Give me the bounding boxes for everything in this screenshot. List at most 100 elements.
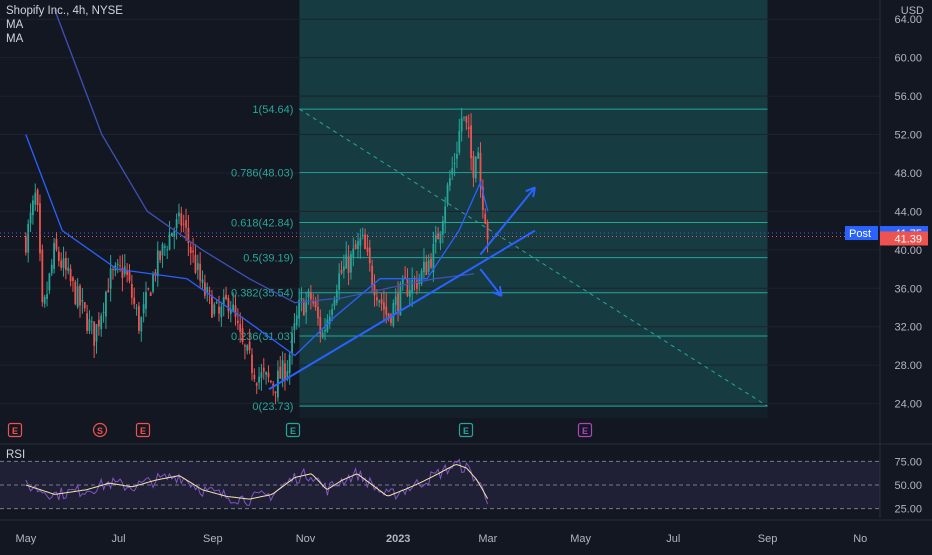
event-marker[interactable]: E (577, 422, 593, 438)
event-marker[interactable]: E (135, 422, 151, 438)
candle-body (161, 244, 164, 256)
event-marker[interactable]: E (458, 422, 474, 438)
symbol-title[interactable]: Shopify Inc., 4h, NYSE (6, 5, 123, 17)
candle-body (32, 200, 34, 216)
candle-body (232, 304, 235, 312)
candle-body (130, 283, 133, 298)
candle-body (34, 192, 37, 205)
event-marker-frame (7, 422, 23, 438)
last-price-value: 41.39 (894, 233, 922, 245)
candle-body (430, 258, 432, 268)
arrow-down-head (491, 291, 502, 297)
event-marker-letter: E (463, 426, 469, 436)
candle-body (415, 280, 418, 289)
rsi-line[interactable] (25, 458, 489, 506)
candle-body (79, 285, 81, 306)
candle-body (307, 291, 310, 298)
candle-body (302, 300, 305, 316)
candle-body (138, 305, 140, 331)
candle-body (477, 152, 480, 159)
rsi-level-label: 75.00 (894, 456, 922, 468)
candle-body (234, 305, 237, 317)
rsi-panel-label[interactable]: RSI (6, 449, 26, 461)
indicator-ma-2[interactable]: MA (6, 33, 24, 45)
candle-body (140, 317, 143, 332)
candle-body (182, 223, 185, 225)
candle-body (255, 383, 258, 386)
moving-average-line[interactable] (54, 9, 475, 304)
x-tick-label: Sep (758, 533, 778, 545)
x-tick-label: Jul (112, 533, 126, 545)
candle-body (57, 251, 60, 261)
event-marker-frame (135, 422, 151, 438)
event-marker-frame (577, 422, 593, 438)
candle-body (458, 130, 461, 153)
fib-level-label: 1(54.64) (252, 104, 293, 116)
candle-body (83, 302, 86, 309)
candle-body (387, 313, 390, 318)
candle-body (470, 125, 472, 159)
moving-average-line[interactable] (25, 134, 489, 357)
event-marker[interactable]: S (92, 422, 108, 438)
candle-body (142, 304, 145, 314)
candle-body (152, 273, 154, 292)
candle-body (321, 332, 324, 338)
fib-level-label: 0.786(48.03) (231, 168, 293, 180)
candle-body (199, 263, 202, 281)
candle-body (119, 265, 121, 267)
candle-body (170, 232, 173, 237)
indicator-ma-1[interactable]: MA (6, 19, 24, 31)
candle-body (173, 230, 176, 237)
candle-body (281, 360, 284, 382)
candle-body (423, 261, 425, 273)
candle-body (448, 178, 451, 186)
y-tick-label: 64.00 (894, 14, 922, 26)
candle-body (43, 296, 46, 304)
candle-body (298, 299, 301, 319)
candle-body (248, 341, 251, 351)
fib-level-label: 0.236(31.03) (231, 331, 293, 343)
candle-body (265, 372, 268, 375)
candle-body (81, 299, 84, 302)
candle-body (408, 290, 411, 297)
candle-body (145, 291, 147, 309)
event-marker[interactable]: E (285, 422, 301, 438)
candle-body (394, 296, 397, 305)
y-tick-label: 28.00 (894, 360, 922, 372)
event-marker-letter: S (97, 426, 103, 436)
x-tick-label: Nov (296, 533, 316, 545)
candle-body (432, 243, 435, 273)
candle-body (203, 282, 206, 296)
x-tick-label: 2023 (386, 533, 410, 545)
candle-body (444, 206, 447, 224)
candle-body (434, 235, 437, 243)
candle-body (178, 212, 180, 217)
candle-body (420, 270, 423, 284)
candle-body (324, 329, 326, 332)
candle-body (159, 251, 162, 260)
event-marker[interactable]: E (7, 422, 23, 438)
candle-body (29, 212, 32, 224)
candle-body (390, 314, 392, 323)
candle-body (350, 254, 352, 273)
candle-body (215, 302, 218, 304)
candle-body (112, 269, 114, 271)
rsi-signal-line[interactable] (25, 464, 489, 500)
rsi-band (0, 461, 880, 509)
candle-body (286, 371, 289, 377)
candle-body (128, 270, 131, 281)
candle-body (227, 297, 230, 312)
rsi-level-label: 25.00 (894, 504, 922, 516)
currency-label[interactable]: USD (900, 5, 924, 17)
arrow-up[interactable] (479, 186, 536, 256)
candle-body (121, 267, 124, 278)
candle-body (375, 297, 378, 301)
y-tick-label: 40.00 (894, 245, 922, 257)
candle-body (474, 156, 477, 179)
candle-body (36, 189, 39, 206)
arrow-down[interactable] (479, 268, 503, 297)
candle-body (359, 238, 362, 246)
trendline[interactable] (268, 229, 536, 391)
